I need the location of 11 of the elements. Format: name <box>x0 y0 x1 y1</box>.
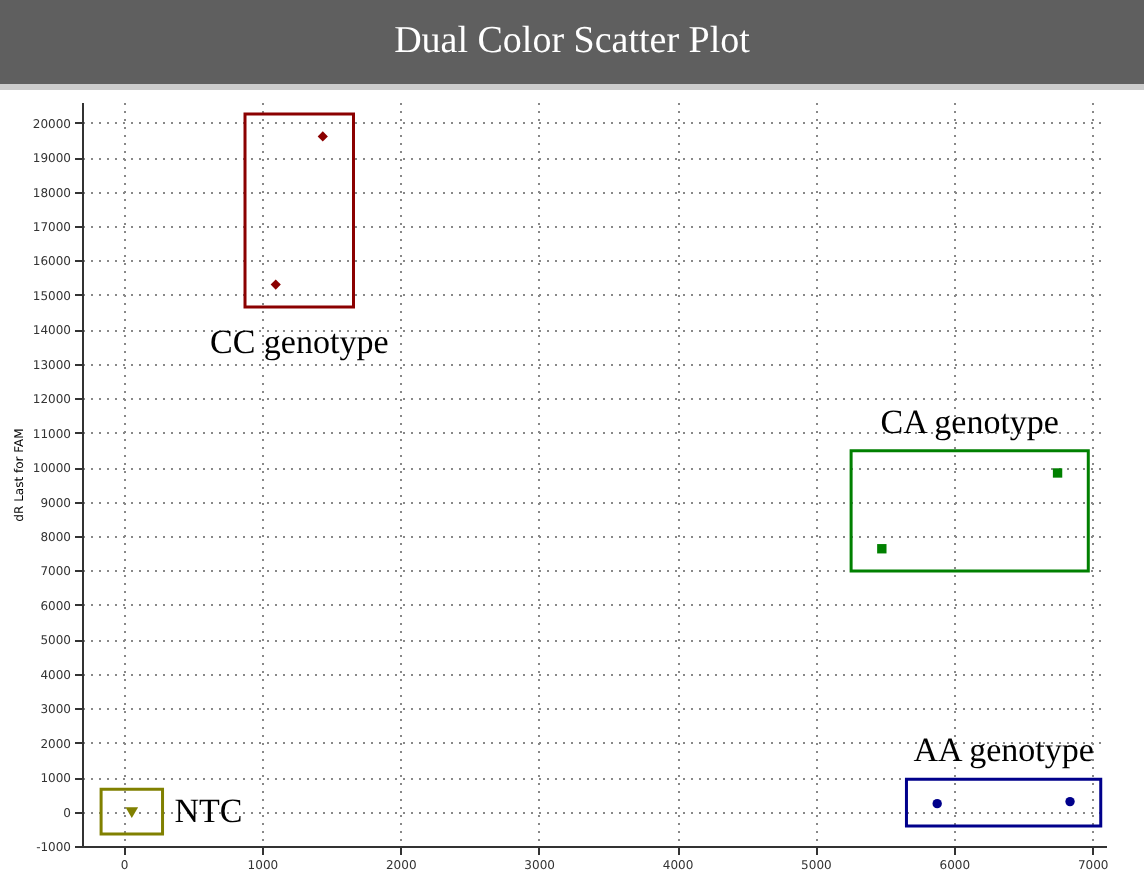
annotation: NTC <box>174 791 243 830</box>
point <box>1065 796 1075 807</box>
point <box>877 544 887 554</box>
chart-title: Dual Color Scatter Plot <box>0 0 1144 90</box>
point <box>317 131 328 142</box>
annotation: CA genotype <box>880 402 1059 441</box>
point <box>1052 468 1063 478</box>
annotation: CC genotype <box>210 322 389 361</box>
annotation: AA genotype <box>913 731 1094 770</box>
point <box>270 279 281 290</box>
point <box>932 798 942 809</box>
